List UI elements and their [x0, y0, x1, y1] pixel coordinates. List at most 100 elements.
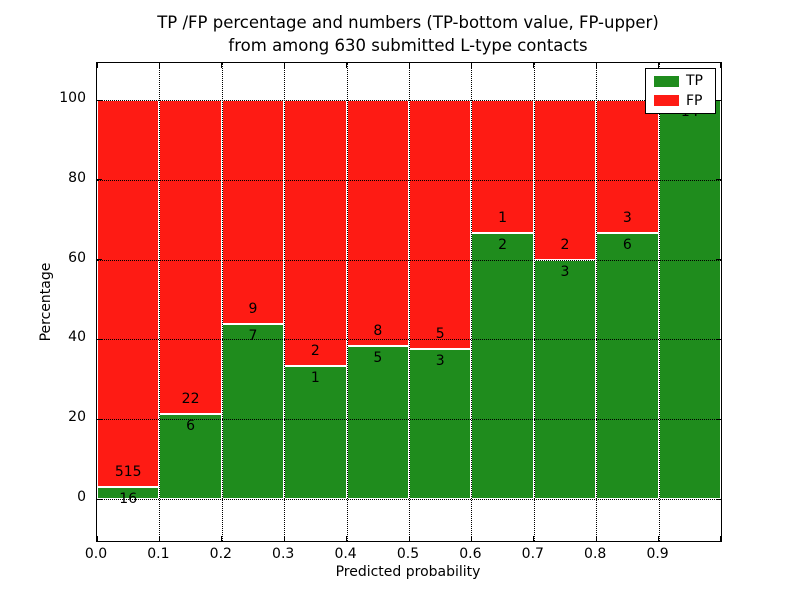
legend: TP FP [645, 68, 716, 114]
tp-count-label: 3 [435, 353, 445, 370]
x-tick-label: 0.5 [396, 546, 420, 562]
x-tick-mark [719, 63, 721, 68]
x-tick-mark [283, 63, 285, 68]
y-tick-mark [716, 259, 721, 261]
bar-segment-fp [471, 100, 534, 233]
v-gridline [658, 63, 660, 541]
bar-segment-tp [159, 413, 222, 499]
y-tick-mark [716, 179, 721, 181]
bar-segment-fp [284, 100, 347, 366]
x-tick-mark [96, 63, 98, 68]
x-tick-label: 0.7 [521, 546, 544, 562]
fp-count-label: 515 [114, 463, 142, 480]
fp-count-label: 22 [181, 390, 200, 407]
y-tick-mark [716, 498, 721, 500]
bar-segment-tp [346, 345, 409, 499]
x-tick-label: 0.1 [147, 546, 170, 562]
y-tick-mark [97, 179, 102, 181]
x-tick-mark [658, 536, 660, 541]
x-tick-mark [595, 536, 597, 541]
y-tick-mark [716, 418, 721, 420]
bar-segment-tp [284, 366, 347, 499]
fp-count-label: 1 [498, 210, 508, 226]
x-tick-mark [346, 63, 348, 68]
bar-segment-tp [471, 233, 534, 499]
y-tick-mark [97, 338, 102, 340]
tp-count-label: 5 [373, 349, 383, 366]
legend-swatch-tp [654, 75, 679, 87]
bar-segment-tp [596, 233, 659, 499]
y-tick-mark [716, 338, 721, 340]
x-tick-mark [470, 536, 472, 541]
x-tick-label: 0.0 [84, 546, 108, 562]
legend-label-tp: TP [686, 73, 703, 90]
x-tick-mark [408, 536, 410, 541]
x-axis-label: Predicted probability [335, 564, 481, 580]
bar-segment-tp [97, 486, 160, 499]
v-gridline [159, 63, 161, 541]
x-tick-mark [346, 536, 348, 541]
fp-count-label: 8 [373, 322, 383, 339]
legend-item-fp: FP [654, 94, 715, 108]
v-gridline [221, 63, 223, 541]
bar-segment-fp [221, 100, 285, 325]
y-tick-mark [97, 259, 102, 261]
y-tick-label: 100 [59, 90, 86, 106]
legend-item-tp: TP [654, 74, 715, 88]
tp-count-label: 16 [119, 490, 138, 507]
y-tick-mark [716, 99, 721, 101]
x-tick-label: 0.3 [272, 546, 295, 562]
bar-segment-fp [346, 100, 409, 346]
x-tick-mark [158, 536, 160, 541]
x-tick-label: 0.9 [646, 546, 669, 562]
chart-title-line-2: from among 630 submitted L-type contacts [228, 36, 588, 55]
x-tick-mark [408, 63, 410, 68]
bar-segment-tp [409, 349, 472, 499]
bar-segment-tp [533, 259, 597, 499]
bar-segment-fp [97, 100, 160, 487]
fp-count-label: 2 [310, 343, 320, 359]
x-tick-label: 0.6 [459, 546, 482, 562]
bar-segment-tp [221, 324, 285, 499]
legend-label-fp: FP [686, 92, 703, 109]
tp-count-label: 3 [560, 263, 570, 280]
x-tick-mark [719, 536, 721, 541]
tp-count-label: 6 [622, 237, 632, 253]
x-tick-mark [658, 63, 660, 68]
chart-title-line-1: TP /FP percentage and numbers (TP-bottom… [157, 13, 659, 32]
fp-count-label: 9 [248, 301, 258, 318]
bar-segment-fp [159, 100, 222, 414]
x-tick-mark [283, 536, 285, 541]
x-tick-mark [595, 63, 597, 68]
y-tick-label: 80 [68, 169, 86, 186]
tp-count-label: 7 [248, 328, 258, 345]
x-tick-label: 0.2 [209, 546, 232, 562]
v-gridline [471, 63, 473, 541]
fp-count-label: 2 [560, 236, 570, 253]
y-tick-mark [97, 498, 102, 500]
y-tick-label: 0 [77, 489, 86, 505]
x-tick-mark [221, 63, 223, 68]
tp-count-label: 6 [186, 417, 196, 434]
x-tick-mark [96, 536, 98, 541]
v-gridline [284, 63, 286, 541]
x-tick-mark [221, 536, 223, 541]
legend-swatch-fp [654, 95, 679, 107]
x-tick-mark [533, 63, 535, 68]
tp-count-label: 2 [498, 237, 508, 253]
y-tick-mark [97, 418, 102, 420]
x-tick-label: 0.8 [584, 546, 607, 562]
y-tick-label: 60 [68, 249, 86, 266]
fp-count-label: 3 [622, 210, 632, 226]
v-gridline [346, 63, 348, 541]
bar-segment-tp [658, 100, 721, 499]
bar-segment-fp [409, 100, 472, 350]
plot-area: TP FP 515162269721855312233614 [96, 62, 722, 542]
v-gridline [533, 63, 535, 541]
tp-count-label: 1 [310, 370, 320, 386]
x-tick-mark [158, 63, 160, 68]
x-tick-label: 0.4 [334, 546, 357, 562]
x-tick-mark [470, 63, 472, 68]
y-tick-label: 20 [68, 409, 86, 426]
